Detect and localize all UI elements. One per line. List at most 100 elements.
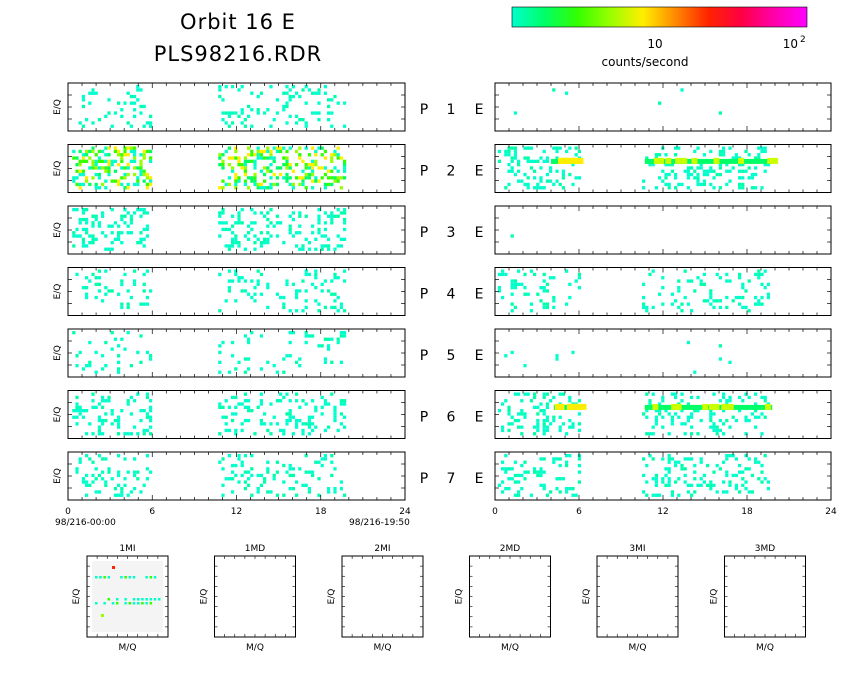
- left-panel-2-cell: [269, 176, 273, 180]
- left-panel-4-cell: [97, 289, 101, 293]
- right-panel-2-cell: [510, 146, 514, 150]
- left-panel-2-cell: [275, 176, 279, 180]
- left-panel-5-cell: [221, 340, 225, 345]
- right-panel-2-cell: [542, 149, 546, 154]
- colorbar: [511, 6, 808, 28]
- left-panel-1-cell: [304, 121, 308, 125]
- right-panel-6-cell: [754, 425, 758, 429]
- right-panel-6-cell: [501, 425, 505, 429]
- left-panel-2-cell: [304, 172, 308, 177]
- left-panel-2-cell: [243, 156, 247, 160]
- right-panel-2-hotspot: [572, 157, 579, 164]
- right-panel-6-cell: [699, 418, 703, 423]
- right-panel-7-cell: [741, 477, 745, 481]
- right-panel-4-cell: [760, 282, 764, 286]
- right-panel-2-cell: [696, 166, 700, 170]
- left-panel-2-cell: [78, 172, 82, 177]
- left-panel-6-cell: [288, 415, 292, 419]
- right-panel-6-cell: [741, 399, 745, 403]
- left-panel-4-cell: [307, 272, 311, 277]
- left-panel-6-cell: [279, 392, 283, 396]
- right-panel-6-cell: [568, 395, 572, 400]
- left-panel-3-cell: [288, 224, 292, 228]
- left-panel-4-cell: [234, 272, 238, 277]
- left-panel-5-cell: [304, 331, 308, 335]
- right-panel-2-cell: [699, 163, 703, 167]
- left-panel-1-cell: [145, 121, 149, 125]
- left-panel-7-cell: [117, 483, 121, 487]
- left-panel-2-cell: [78, 149, 82, 154]
- left-panel-6-cell: [104, 412, 108, 416]
- mass-panel-row: 1MIE/QM/Q1MDE/QM/Q2MIE/QM/Q2MDE/QM/Q3MIE…: [72, 544, 806, 653]
- right-panel-6-cell: [670, 392, 674, 396]
- left-panel-7-cell: [339, 487, 343, 491]
- right-panel-2-cell: [504, 186, 508, 190]
- left-panel-7-cell: [133, 487, 137, 491]
- left-panel-7-cell: [104, 457, 108, 461]
- left-panel-2-cell: [72, 179, 76, 183]
- right-panel-2-cell: [539, 166, 543, 170]
- left-panel-1-cell: [149, 121, 153, 125]
- left-panel-2-cell: [336, 146, 340, 150]
- left-panel-2-cell: [304, 186, 308, 190]
- right-panel-2-cell: [645, 156, 649, 160]
- left-panel-2-cell: [333, 179, 337, 183]
- right-panel-7-cell: [555, 457, 559, 461]
- right-panel-2-cell: [497, 149, 501, 154]
- left-panel-2-cell: [221, 159, 225, 163]
- left-panel-2-cell: [81, 182, 85, 187]
- left-panel-5-cell: [247, 367, 251, 371]
- left-panel-4-cell: [320, 289, 324, 293]
- right-panel-4-cell: [731, 299, 735, 303]
- right-panel-6-cell: [558, 415, 562, 419]
- left-panel-4-cell: [256, 282, 260, 286]
- left-panel-3-cell: [275, 234, 279, 238]
- right-xtick-12: 12: [657, 507, 668, 517]
- left-panel-2-cell: [104, 169, 108, 173]
- left-panel-3-cell: [101, 214, 105, 218]
- right-panel-6-cell: [734, 418, 738, 423]
- left-panel-2-cell: [88, 166, 92, 170]
- right-panel-2-cell: [651, 163, 655, 167]
- right-panel-2-cell: [664, 172, 668, 177]
- left-panel-2-cell: [275, 166, 279, 170]
- right-panel-7-cell: [539, 473, 543, 478]
- right-panel-7-cell: [654, 473, 658, 478]
- left-panel-1-cell: [139, 111, 143, 115]
- left-panel-5-cell: [237, 360, 241, 364]
- left-panel-1-cell: [91, 91, 95, 95]
- left-panel-2-cell: [218, 156, 222, 160]
- left-panel-6-cell: [339, 412, 343, 416]
- left-panel-5-cell: [304, 340, 308, 345]
- left-panel-2-cell: [149, 176, 153, 180]
- left-panel-2-cell: [120, 153, 124, 157]
- left-panel-2-cell: [301, 176, 305, 180]
- right-panel-6-cell: [533, 432, 537, 436]
- right-panel-7-cell: [696, 483, 700, 487]
- right-panel-2-cell: [529, 146, 533, 150]
- left-panel-1: E/Q: [53, 82, 406, 132]
- left-panel-1-cell: [231, 121, 235, 125]
- left-panel-2-cell: [263, 172, 267, 177]
- right-panel-2-cell: [526, 186, 530, 190]
- left-panel-2-cell: [221, 166, 225, 170]
- left-panel-3-cell: [142, 237, 146, 241]
- left-panel-1-cell: [85, 118, 89, 122]
- left-panel-5-cell: [243, 370, 247, 374]
- e-label-7: E: [475, 471, 484, 487]
- right-panel-6-cell: [683, 432, 687, 436]
- right-panel-6-cell: [645, 392, 649, 396]
- left-panel-7-cell: [237, 454, 241, 458]
- left-panel-3-cell: [72, 234, 76, 238]
- left-panel-7-cell: [94, 490, 98, 494]
- left-panel-2-cell: [291, 182, 295, 187]
- left-panel-1-cell: [133, 114, 137, 118]
- left-panel-7-cell: [301, 483, 305, 487]
- left-panel-2-cell: [221, 153, 225, 157]
- right-panel-6-cell: [709, 418, 713, 423]
- right-panel-6-cell: [507, 422, 511, 426]
- left-panel-5-cell: [88, 364, 92, 368]
- right-panel-7-cell: [738, 470, 742, 474]
- right-panel-4-cell: [545, 289, 549, 293]
